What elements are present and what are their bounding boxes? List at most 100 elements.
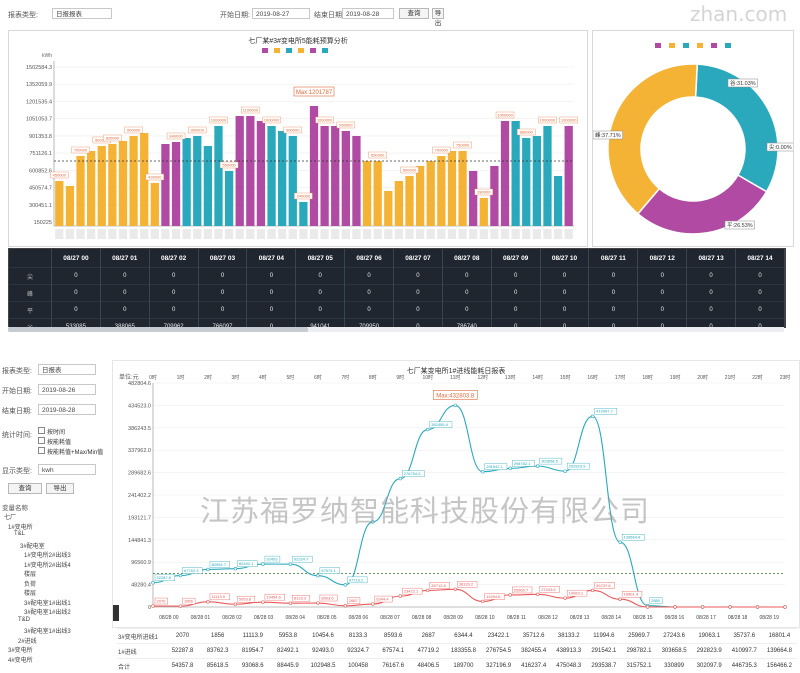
series-point[interactable] <box>262 563 265 566</box>
bar[interactable] <box>236 116 244 226</box>
side-display-type-select[interactable]: kwh <box>38 464 96 475</box>
bar[interactable] <box>480 198 488 226</box>
series-point[interactable] <box>619 541 622 544</box>
series-point[interactable] <box>207 568 210 571</box>
bar[interactable] <box>76 156 84 226</box>
tree-node[interactable]: 3#变电所 <box>8 645 33 654</box>
bar[interactable] <box>320 126 328 226</box>
series-point[interactable] <box>591 589 594 592</box>
series-point[interactable] <box>316 574 319 577</box>
legend-swatch[interactable] <box>322 48 328 53</box>
series-point[interactable] <box>371 603 374 606</box>
bar[interactable] <box>289 136 297 226</box>
bar[interactable] <box>267 126 275 226</box>
tree-node[interactable]: 2#进线 <box>18 636 37 645</box>
side-start-date-input[interactable]: 2019-08-26 <box>38 384 96 395</box>
tree-node[interactable]: T&L <box>14 531 25 537</box>
bar[interactable] <box>511 121 519 226</box>
tree-node[interactable]: 4#变电所 <box>8 655 33 664</box>
end-date-input[interactable]: 2019-08-28 <box>342 8 394 19</box>
series-point[interactable] <box>344 604 347 607</box>
bar[interactable] <box>55 181 63 226</box>
side-query-button[interactable]: 查询 <box>8 483 42 494</box>
bar[interactable] <box>161 144 169 226</box>
top-table-scrollbar-thumb[interactable] <box>8 327 308 332</box>
bar[interactable] <box>469 171 477 226</box>
bar[interactable] <box>331 126 339 226</box>
tree-node[interactable]: T&D <box>18 617 30 623</box>
bar[interactable] <box>352 136 360 226</box>
bar[interactable] <box>384 191 392 226</box>
series-point[interactable] <box>536 465 539 468</box>
series-point[interactable] <box>481 600 484 603</box>
series-point[interactable] <box>234 603 237 606</box>
bar[interactable] <box>448 151 456 226</box>
bar[interactable] <box>108 144 116 226</box>
series-point[interactable] <box>152 581 155 584</box>
bar[interactable] <box>204 146 212 226</box>
series-point[interactable] <box>262 601 265 604</box>
bar[interactable] <box>98 146 106 226</box>
side-report-type-select[interactable]: 日报表 <box>38 364 96 375</box>
bar[interactable] <box>87 151 95 226</box>
series-point[interactable] <box>536 593 539 596</box>
tree-node[interactable]: 1#变电所2#出线4 <box>24 560 71 569</box>
pie-legend-swatch[interactable] <box>725 43 731 48</box>
check-by-time[interactable]: 按时间 <box>38 427 65 436</box>
bar[interactable] <box>66 186 74 226</box>
series-point[interactable] <box>426 589 429 592</box>
tree-node[interactable]: 七厂 <box>4 512 16 521</box>
series-point[interactable] <box>426 428 429 431</box>
series-point[interactable] <box>509 467 512 470</box>
series-point[interactable] <box>179 605 182 608</box>
series-point[interactable] <box>399 477 402 480</box>
pie-legend-swatch[interactable] <box>683 43 689 48</box>
bar[interactable] <box>310 106 318 226</box>
bar[interactable] <box>214 126 222 226</box>
bar[interactable] <box>522 138 530 226</box>
series-point[interactable] <box>454 588 457 591</box>
start-date-input[interactable]: 2019-08-27 <box>252 8 310 19</box>
legend-swatch[interactable] <box>298 48 304 53</box>
bar[interactable] <box>151 183 159 226</box>
bar[interactable] <box>501 121 509 226</box>
series-point[interactable] <box>646 606 649 609</box>
bar[interactable] <box>458 151 466 226</box>
series-point[interactable] <box>289 602 292 605</box>
tree-node[interactable]: 1#变电所2#出线3 <box>24 550 71 559</box>
legend-swatch[interactable] <box>310 48 316 53</box>
check-by-energy[interactable]: 按能耗值 <box>38 437 71 446</box>
series-point[interactable] <box>674 606 677 609</box>
bar[interactable] <box>395 181 403 226</box>
bar[interactable] <box>119 141 127 226</box>
tree-node[interactable]: 楼层 <box>24 588 36 597</box>
series-point[interactable] <box>564 470 567 473</box>
bar[interactable] <box>183 138 191 226</box>
series-point[interactable] <box>234 567 237 570</box>
bar[interactable] <box>543 126 551 226</box>
side-export-button[interactable]: 导出 <box>46 483 74 494</box>
series-point[interactable] <box>591 415 594 418</box>
tree-node[interactable]: 3#配电室1#出线1 <box>24 598 71 607</box>
series-point[interactable] <box>289 563 292 566</box>
series-point[interactable] <box>454 404 457 407</box>
bar[interactable] <box>278 131 286 226</box>
series-point[interactable] <box>564 597 567 600</box>
scroll-left-button[interactable] <box>113 605 119 621</box>
series-point[interactable] <box>399 595 402 598</box>
legend-swatch[interactable] <box>274 48 280 53</box>
bar[interactable] <box>437 156 445 226</box>
series-point[interactable] <box>316 602 319 605</box>
tree-node[interactable]: 3#配电室1#出线2 <box>24 607 71 616</box>
query-button[interactable]: 查询 <box>399 8 429 19</box>
bar[interactable] <box>172 142 180 226</box>
series-point[interactable] <box>152 605 155 608</box>
series-point[interactable] <box>729 606 732 609</box>
tree-node[interactable]: 3#配电室 <box>20 541 45 550</box>
pie-legend-swatch[interactable] <box>697 43 703 48</box>
series-point[interactable] <box>179 574 182 577</box>
bar[interactable] <box>490 166 498 226</box>
bar[interactable] <box>533 136 541 226</box>
pie-legend-swatch[interactable] <box>655 43 661 48</box>
series-point[interactable] <box>701 606 704 609</box>
